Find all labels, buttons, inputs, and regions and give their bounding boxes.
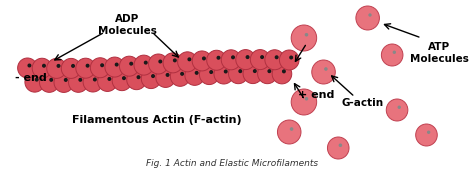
Circle shape — [83, 72, 103, 92]
Circle shape — [291, 25, 317, 51]
Circle shape — [173, 59, 176, 62]
Circle shape — [54, 73, 73, 92]
Circle shape — [119, 56, 139, 76]
Circle shape — [108, 78, 110, 80]
Circle shape — [225, 70, 227, 73]
Circle shape — [98, 71, 117, 91]
Circle shape — [203, 57, 205, 60]
Circle shape — [127, 70, 146, 90]
Circle shape — [416, 124, 437, 146]
Circle shape — [239, 70, 242, 73]
Circle shape — [261, 56, 264, 58]
Circle shape — [79, 78, 82, 81]
Circle shape — [312, 60, 335, 84]
Circle shape — [18, 58, 37, 78]
Circle shape — [328, 137, 349, 159]
Circle shape — [163, 53, 182, 73]
Circle shape — [141, 69, 161, 89]
Circle shape — [257, 64, 277, 84]
Circle shape — [145, 61, 147, 64]
Circle shape — [185, 65, 204, 85]
Circle shape — [72, 65, 74, 67]
Circle shape — [93, 78, 96, 81]
Circle shape — [148, 54, 168, 74]
Circle shape — [91, 58, 110, 78]
Circle shape — [137, 76, 140, 78]
Circle shape — [192, 51, 212, 71]
Circle shape — [25, 72, 45, 92]
Circle shape — [217, 56, 220, 59]
Circle shape — [325, 68, 327, 70]
Circle shape — [214, 64, 234, 84]
Circle shape — [290, 56, 292, 59]
Circle shape — [69, 72, 88, 92]
Circle shape — [76, 58, 95, 78]
Circle shape — [101, 64, 103, 67]
Circle shape — [236, 50, 255, 70]
Circle shape — [105, 57, 125, 77]
Circle shape — [86, 64, 89, 67]
Text: G-actin: G-actin — [342, 98, 384, 108]
Circle shape — [265, 50, 284, 70]
Circle shape — [207, 50, 226, 70]
Circle shape — [291, 89, 317, 115]
Circle shape — [130, 62, 133, 65]
Text: Fig. 1 Actin and Elastic Microfilaments: Fig. 1 Actin and Elastic Microfilaments — [146, 159, 319, 168]
Circle shape — [112, 71, 132, 91]
Text: Filamentous Actin (F-actin): Filamentous Actin (F-actin) — [72, 115, 242, 125]
Circle shape — [64, 79, 67, 81]
Circle shape — [305, 34, 308, 36]
Circle shape — [39, 72, 59, 92]
Circle shape — [156, 67, 175, 87]
Circle shape — [268, 70, 271, 73]
Circle shape — [123, 77, 125, 80]
Text: ADP
Molecules: ADP Molecules — [98, 14, 157, 36]
Circle shape — [43, 64, 45, 67]
Circle shape — [272, 64, 292, 84]
Circle shape — [356, 6, 379, 30]
Circle shape — [243, 64, 263, 84]
Circle shape — [283, 70, 285, 73]
Circle shape — [57, 65, 60, 67]
Circle shape — [246, 56, 249, 58]
Circle shape — [166, 74, 169, 76]
Circle shape — [181, 73, 183, 75]
Circle shape — [275, 56, 278, 58]
Circle shape — [210, 71, 212, 73]
Circle shape — [228, 64, 248, 84]
Circle shape — [221, 50, 241, 70]
Circle shape — [188, 58, 191, 61]
Circle shape — [232, 56, 234, 59]
Circle shape — [369, 14, 371, 16]
Circle shape — [134, 55, 154, 75]
Circle shape — [398, 106, 400, 108]
Circle shape — [28, 64, 31, 67]
Circle shape — [428, 131, 429, 133]
Circle shape — [382, 44, 403, 66]
Circle shape — [386, 99, 408, 121]
Circle shape — [277, 120, 301, 144]
Circle shape — [36, 78, 38, 81]
Circle shape — [152, 75, 155, 77]
Circle shape — [339, 144, 341, 146]
Text: ATP
Molecules: ATP Molecules — [410, 42, 469, 64]
Circle shape — [305, 98, 308, 100]
Circle shape — [50, 78, 53, 81]
Circle shape — [61, 58, 81, 78]
Circle shape — [115, 63, 118, 66]
Circle shape — [159, 60, 162, 63]
Circle shape — [170, 66, 190, 86]
Circle shape — [195, 71, 198, 74]
Text: - end: - end — [15, 73, 46, 83]
Text: + end: + end — [298, 90, 335, 100]
Circle shape — [254, 70, 256, 72]
Circle shape — [250, 50, 270, 70]
Circle shape — [32, 58, 52, 78]
Circle shape — [291, 128, 292, 130]
Circle shape — [279, 50, 299, 70]
Circle shape — [47, 58, 66, 78]
Circle shape — [393, 51, 395, 53]
Circle shape — [200, 65, 219, 85]
Circle shape — [178, 52, 197, 72]
